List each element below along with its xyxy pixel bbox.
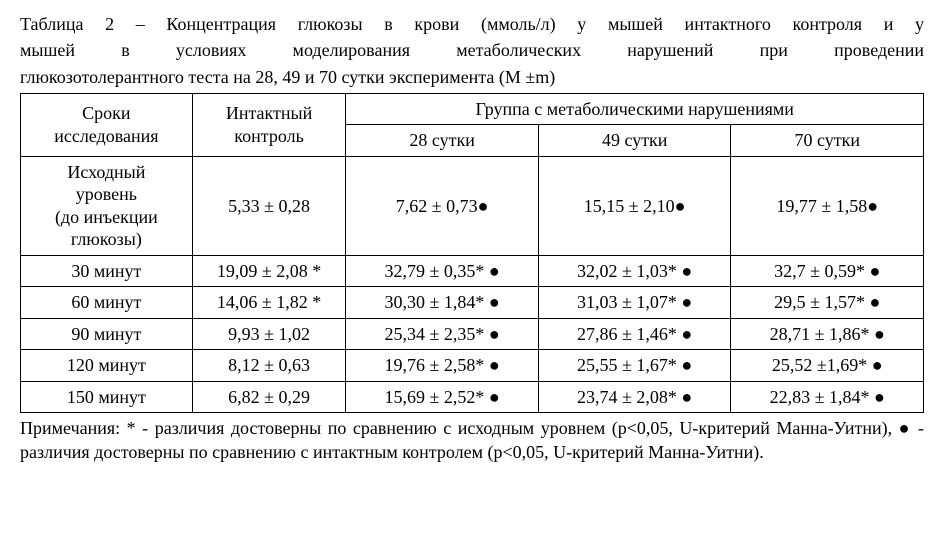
header-timepoints: Сроки исследования <box>21 93 193 156</box>
table-row: 60 минут 14,06 ± 1,82 * 30,30 ± 1,84* ● … <box>21 287 924 319</box>
header-metabolic-group: Группа с метаболическими нарушениями <box>346 93 924 125</box>
baseline-l1: Исходный <box>67 162 145 182</box>
cell-value: 25,55 ± 1,67* ● <box>538 350 731 382</box>
cell-value: 7,62 ± 0,73● <box>346 156 539 255</box>
cell-value: 32,7 ± 0,59* ● <box>731 255 924 287</box>
cell-value: 9,93 ± 1,02 <box>192 318 346 350</box>
cell-value: 27,86 ± 1,46* ● <box>538 318 731 350</box>
cell-value: 25,34 ± 2,35* ● <box>346 318 539 350</box>
cell-value: 29,5 ± 1,57* ● <box>731 287 924 319</box>
cell-value: 23,74 ± 2,08* ● <box>538 381 731 413</box>
table-notes: Примечания: * - различия достоверны по с… <box>20 417 924 464</box>
table-row: 90 минут 9,93 ± 1,02 25,34 ± 2,35* ● 27,… <box>21 318 924 350</box>
row-label: 30 минут <box>21 255 193 287</box>
header-day-49: 49 сутки <box>538 125 731 157</box>
header-control-l2: контроль <box>234 126 304 146</box>
row-label: 60 минут <box>21 287 193 319</box>
table-caption-line2: мышей в условиях моделирования метаболич… <box>20 38 924 62</box>
cell-value: 22,83 ± 1,84* ● <box>731 381 924 413</box>
table-caption-line3: глюкозотолерантного теста на 28, 49 и 70… <box>20 65 924 89</box>
cell-value: 15,69 ± 2,52* ● <box>346 381 539 413</box>
header-timepoints-l2: исследования <box>54 126 158 146</box>
cell-value: 19,09 ± 2,08 * <box>192 255 346 287</box>
cell-value: 19,77 ± 1,58● <box>731 156 924 255</box>
baseline-l2: уровень <box>76 184 137 204</box>
cell-value: 25,52 ±1,69* ● <box>731 350 924 382</box>
cell-value: 31,03 ± 1,07* ● <box>538 287 731 319</box>
header-timepoints-l1: Сроки <box>82 103 130 123</box>
cell-value: 32,02 ± 1,03* ● <box>538 255 731 287</box>
cell-value: 19,76 ± 2,58* ● <box>346 350 539 382</box>
table-row: 30 минут 19,09 ± 2,08 * 32,79 ± 0,35* ● … <box>21 255 924 287</box>
header-control: Интактный контроль <box>192 93 346 156</box>
table-caption-line1: Таблица 2 – Концентрация глюкозы в крови… <box>20 12 924 36</box>
row-label: 120 минут <box>21 350 193 382</box>
row-label: 150 минут <box>21 381 193 413</box>
cell-value: 5,33 ± 0,28 <box>192 156 346 255</box>
cell-value: 32,79 ± 0,35* ● <box>346 255 539 287</box>
row-label: 90 минут <box>21 318 193 350</box>
cell-value: 8,12 ± 0,63 <box>192 350 346 382</box>
cell-value: 6,82 ± 0,29 <box>192 381 346 413</box>
cell-value: 14,06 ± 1,82 * <box>192 287 346 319</box>
table-row: 120 минут 8,12 ± 0,63 19,76 ± 2,58* ● 25… <box>21 350 924 382</box>
header-day-28: 28 сутки <box>346 125 539 157</box>
header-control-l1: Интактный <box>226 103 312 123</box>
baseline-l3: (до инъекции <box>55 207 158 227</box>
baseline-l4: глюкозы) <box>71 229 142 249</box>
glucose-table: Сроки исследования Интактный контроль Гр… <box>20 93 924 414</box>
cell-value: 15,15 ± 2,10● <box>538 156 731 255</box>
table-header-row-1: Сроки исследования Интактный контроль Гр… <box>21 93 924 125</box>
header-day-70: 70 сутки <box>731 125 924 157</box>
table-row: Исходный уровень (до инъекции глюкозы) 5… <box>21 156 924 255</box>
cell-value: 28,71 ± 1,86* ● <box>731 318 924 350</box>
table-row: 150 минут 6,82 ± 0,29 15,69 ± 2,52* ● 23… <box>21 381 924 413</box>
cell-value: 30,30 ± 1,84* ● <box>346 287 539 319</box>
row-label-baseline: Исходный уровень (до инъекции глюкозы) <box>21 156 193 255</box>
